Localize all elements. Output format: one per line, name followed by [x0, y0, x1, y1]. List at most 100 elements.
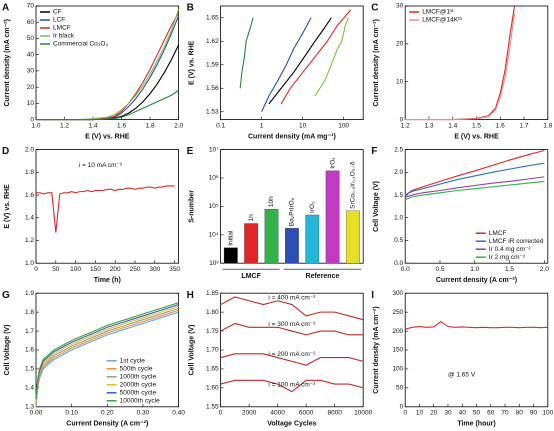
y-tick-label: 0.0 — [394, 260, 403, 267]
x-axis-label: E (V) vs. RHE — [85, 133, 130, 140]
y-axis-label: Cell Voltage (V) — [373, 181, 380, 232]
y-tick-label: 2.0 — [394, 169, 403, 176]
x-tick-label: 350 — [169, 266, 180, 273]
category-label: Ba₂PrIrO₆ — [289, 197, 296, 226]
y-tick-label: 1.3 — [25, 404, 34, 411]
legend-label: LMCF iR corrected — [489, 238, 544, 245]
x-tick-label: 10 — [299, 122, 307, 129]
y-tick-label: 10⁷ — [209, 146, 219, 153]
series-line — [36, 44, 180, 121]
x-tick-label: 60 — [487, 410, 495, 417]
category-label: IrO₂ — [309, 201, 316, 213]
x-tick-label: 0.30 — [137, 410, 150, 417]
bar — [264, 209, 279, 264]
x-tick-label: 0.20 — [101, 410, 114, 417]
x-tick-label: 6000 — [299, 410, 314, 417]
y-tick-label: 60 — [27, 19, 35, 26]
x-tick-label: 1.3 — [424, 122, 433, 129]
plot-frame — [220, 5, 364, 120]
y-tick-label: 20 — [396, 41, 404, 48]
legend-label: LMCF@1ˢᵗ — [422, 9, 454, 16]
x-tick-label: 40 — [459, 410, 467, 417]
x-tick-label: 0.00 — [30, 410, 43, 417]
x-tick-label: 10 — [416, 410, 424, 417]
y-tick-label: 1.0 — [394, 214, 403, 221]
y-tick-label: 2.5 — [394, 146, 403, 153]
series-line — [405, 176, 545, 198]
y-tick-label: 1.55 — [206, 404, 219, 411]
y-tick-label: 0 — [400, 404, 404, 411]
y-axis-label: Cell Voltage (V) — [4, 325, 11, 376]
legend-label: Ir 2 mg cm⁻² — [489, 254, 526, 261]
series-line — [404, 180, 545, 201]
y-tick-label: 150 — [392, 347, 403, 354]
legend-label: 1000th cycle — [120, 374, 157, 381]
x-tick-label: 1.0 — [470, 266, 479, 273]
series-line — [314, 17, 349, 97]
series-line — [239, 17, 254, 89]
x-tick-label: 200 — [110, 266, 121, 273]
legend-label: 1st cycle — [120, 358, 146, 365]
y-tick-label: 20 — [27, 84, 35, 91]
x-tick-label: 1 — [260, 122, 264, 129]
y-tick-label: 1.5 — [25, 366, 34, 373]
y-tick-label: 0 — [400, 116, 404, 123]
x-tick-label: 1.0 — [31, 122, 40, 129]
y-tick-label: 1.6 — [25, 192, 34, 199]
series-line — [268, 17, 332, 105]
y-axis-label: E (V) vs. RHE — [4, 184, 11, 229]
y-tick-label: 1.56 — [206, 85, 219, 92]
y-tick-label: 1.65 — [206, 14, 219, 21]
x-tick-label: 1.4 — [448, 122, 457, 129]
x-tick-label: 0.40 — [172, 410, 185, 417]
y-tick-label: 1.62 — [206, 38, 219, 45]
y-tick-label: 1.70 — [206, 347, 219, 354]
legend-label: Commercial Co₃O₄ — [53, 41, 108, 48]
y-tick-label: 10 — [396, 78, 404, 85]
x-tick-label: 0 — [34, 266, 38, 273]
plot-frame — [35, 149, 180, 264]
panel-label: D — [2, 146, 9, 157]
y-tick-label: 1.4 — [25, 385, 34, 392]
y-tick-label: 1.80 — [206, 309, 219, 316]
x-tick-label: 0.5 — [435, 266, 444, 273]
y-tick-label: 1.8 — [25, 169, 34, 176]
x-axis-label: Time (hour) — [457, 421, 495, 428]
x-tick-label: 0 — [219, 410, 223, 417]
group-label: Reference — [306, 273, 340, 280]
series-line — [35, 302, 179, 398]
x-axis-label: Current Density (A cm⁻²) — [66, 421, 148, 428]
legend-label: LMCF — [53, 25, 71, 32]
series-label: i = 200 mA cm⁻² — [268, 351, 316, 358]
y-tick-label: 250 — [392, 309, 403, 316]
bar — [346, 210, 360, 264]
x-tick-label: 300 — [149, 266, 160, 273]
y-tick-label: 70 — [27, 3, 35, 10]
y-tick-label: 50 — [27, 35, 35, 42]
series-line — [220, 379, 364, 393]
x-axis-label: Voltage Cycles — [267, 421, 316, 428]
x-tick-label: 1.8 — [146, 122, 155, 129]
y-tick-label: 30 — [27, 68, 35, 75]
series-line — [280, 9, 352, 105]
y-tick-label: 200 — [392, 328, 403, 335]
panel-label: A — [2, 3, 9, 14]
x-tick-label: 2.0 — [540, 266, 549, 273]
series-line — [220, 296, 364, 321]
category-label: Initial — [228, 230, 235, 246]
y-tick-label: 10⁵ — [209, 203, 219, 210]
x-tick-label: 1.8 — [543, 122, 552, 129]
series-line — [36, 89, 179, 121]
x-axis-label: Current density (mA mg⁻¹) — [248, 133, 336, 140]
y-axis-label: E (V) vs. RHE — [188, 40, 195, 85]
annotation: @ 1.65 V — [448, 372, 476, 379]
y-tick-label: 1.53 — [206, 108, 219, 115]
x-tick-label: 1.7 — [520, 122, 529, 129]
y-axis-label: Current density (mA cm⁻²) — [373, 19, 380, 106]
series-line — [404, 149, 545, 196]
x-tick-label: 1.5 — [472, 122, 481, 129]
y-tick-label: 1.0 — [25, 260, 34, 267]
bar — [305, 214, 320, 264]
x-tick-label: 1.6 — [496, 122, 505, 129]
